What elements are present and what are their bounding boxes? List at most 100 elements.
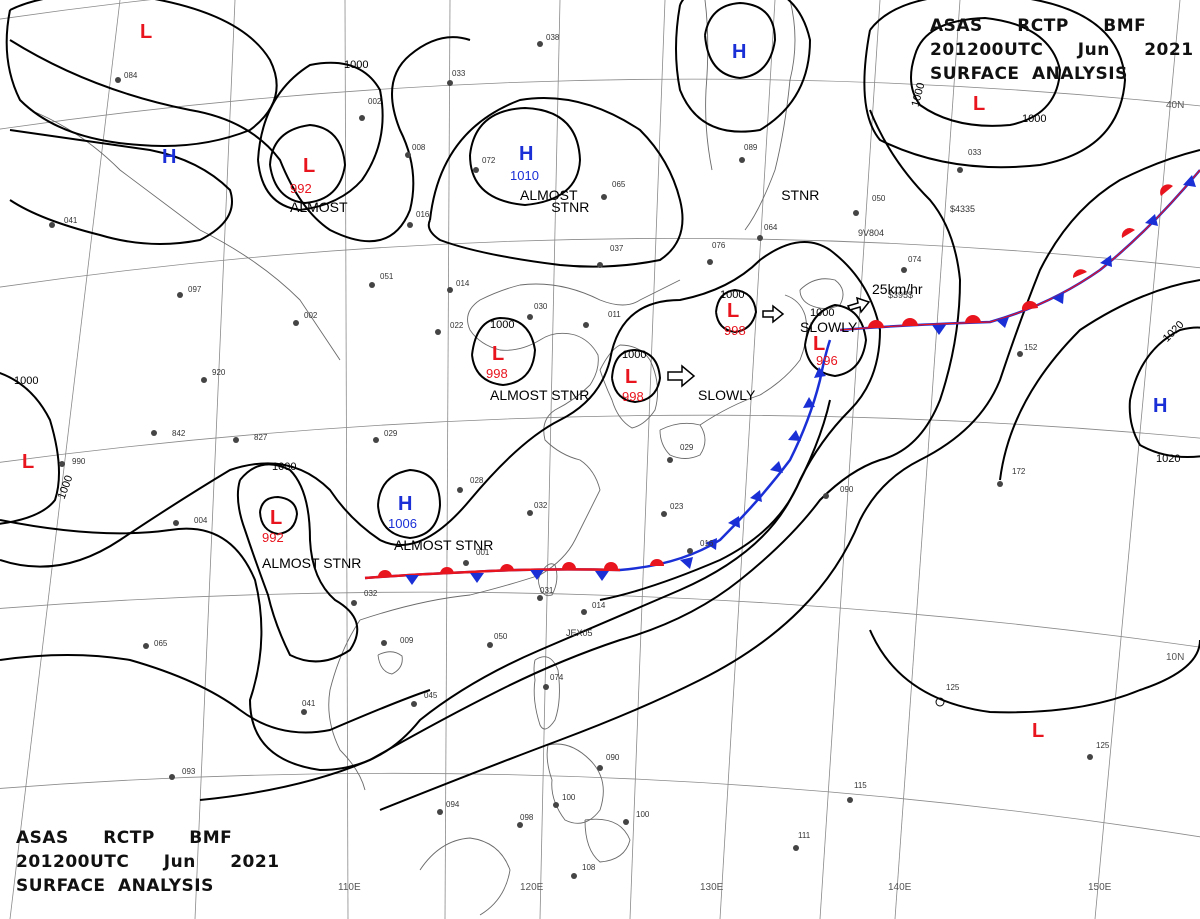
high-center-symbol: H <box>1153 395 1167 417</box>
header-top-line2: 201200UTC Jun 2021 <box>930 40 1194 60</box>
station-value: 033 <box>968 148 982 157</box>
low-center-symbol: L <box>727 300 739 322</box>
isobar-korea-low <box>611 348 662 404</box>
station-value: 011 <box>608 310 621 319</box>
station-value: 002 <box>368 97 382 106</box>
station-value: 016 <box>700 539 714 548</box>
station-value: 108 <box>582 863 596 872</box>
isobar-southwest-low <box>0 654 431 734</box>
isobar-sichuan-low <box>236 463 359 663</box>
isobar-ne-low <box>910 16 1062 127</box>
coast-japan-kyushu <box>659 422 706 459</box>
station-value: 074 <box>908 255 922 264</box>
station-value: 045 <box>424 691 438 700</box>
isobar-label: 1000 <box>14 375 38 387</box>
speed-label: 25km/hr <box>872 281 923 297</box>
parallel-20n <box>0 414 1200 463</box>
coast-luzon <box>533 656 560 730</box>
station-value: 041 <box>64 216 78 225</box>
isobar-north-outer <box>675 0 812 133</box>
coast-hainan <box>377 651 403 675</box>
meridian-115e <box>444 0 451 919</box>
isobar-long-1 <box>0 241 882 601</box>
station-value: 008 <box>412 143 426 152</box>
low-center-symbol: L <box>973 93 985 115</box>
isobar-sichuan-inner <box>259 495 299 536</box>
coast-kamchatka <box>744 0 796 231</box>
lat-label-40n: 40N <box>1166 100 1184 111</box>
header-bottom-line1: ASAS RCTP BMF <box>16 828 233 848</box>
isobar-upper-left <box>5 0 278 147</box>
high-center-symbol: H <box>398 493 412 515</box>
station-value: 065 <box>154 639 168 648</box>
isobar-south-china-high <box>377 468 442 540</box>
parallel-0 <box>0 772 1200 838</box>
coast-sakhalin <box>704 0 713 171</box>
station-value: 064 <box>764 223 778 232</box>
header-top-line3: SURFACE ANALYSIS <box>930 64 1128 84</box>
station-value: 014 <box>592 601 606 610</box>
lon-label-150e: 150E <box>1088 882 1112 893</box>
isobar-ne-outer <box>863 0 1127 169</box>
low-center-symbol: L <box>270 507 282 529</box>
station-value: 032 <box>364 589 378 598</box>
station-value: 028 <box>470 476 484 485</box>
station-value: 065 <box>612 180 626 189</box>
station-value: 990 <box>72 457 86 466</box>
motion-label: SLOWLY <box>698 387 756 403</box>
isobar-left-h <box>9 129 233 245</box>
isobar-north-large <box>427 97 684 268</box>
pressure-value: 998 <box>622 389 644 404</box>
station-value: 084 <box>124 71 138 80</box>
station-value: 076 <box>712 241 726 250</box>
isobar-yellow-sea-low <box>471 316 537 387</box>
coastlines <box>29 0 844 916</box>
station-value: 014 <box>456 279 470 288</box>
station-value: 009 <box>400 636 414 645</box>
stationary-front-east <box>839 169 1200 335</box>
station-value: 072 <box>482 156 496 165</box>
station-value: 004 <box>194 516 208 525</box>
pressure-value: 1006 <box>388 516 417 531</box>
meridian-110e <box>344 0 349 919</box>
isobar-pacific-high-outer <box>999 279 1200 481</box>
pressure-value: 998 <box>724 323 746 338</box>
front-line-east-warm <box>839 169 1200 331</box>
arrow-soj-low <box>762 304 785 324</box>
motion-label: SLOWLY <box>800 319 858 335</box>
lat-label-10n: 10N <box>1166 652 1184 663</box>
station-value: 152 <box>1024 343 1038 352</box>
high-center-symbol: H <box>732 41 746 63</box>
station-value: 050 <box>494 632 508 641</box>
station-value: 115 <box>854 781 867 790</box>
isobar-south-1020 <box>869 629 1200 714</box>
meridian-120e <box>539 0 561 919</box>
station-value: 842 <box>172 429 186 438</box>
arrow-hokkaido-low <box>846 296 871 314</box>
station-value: 030 <box>534 302 548 311</box>
station-value: 041 <box>302 699 316 708</box>
arrow-korea-low <box>667 364 696 388</box>
isobar-mongolia-low <box>257 61 384 212</box>
low-center-symbol: L <box>492 343 504 365</box>
station-value: 029 <box>384 429 398 438</box>
isobar-label: 1000 <box>720 289 744 301</box>
extra-text: $4335 <box>950 204 975 214</box>
coast-mongolia-border <box>29 109 341 361</box>
warm-front-lobes-west <box>378 559 664 577</box>
lon-label-110e: 110E <box>338 882 361 893</box>
coast-philippines-s <box>546 743 604 824</box>
low-center-symbol: L <box>1032 720 1044 742</box>
station-value: 100 <box>562 793 576 802</box>
isobar-label: 1000 <box>490 319 514 331</box>
front-line-west-warm <box>364 568 621 580</box>
station-value: 090 <box>840 485 854 494</box>
pressure-value: 1010 <box>510 168 539 183</box>
coast-mindanao <box>584 818 631 863</box>
motion-arrows <box>667 296 871 388</box>
coast-hokkaido <box>799 278 844 309</box>
parallel-30n <box>0 237 1200 288</box>
